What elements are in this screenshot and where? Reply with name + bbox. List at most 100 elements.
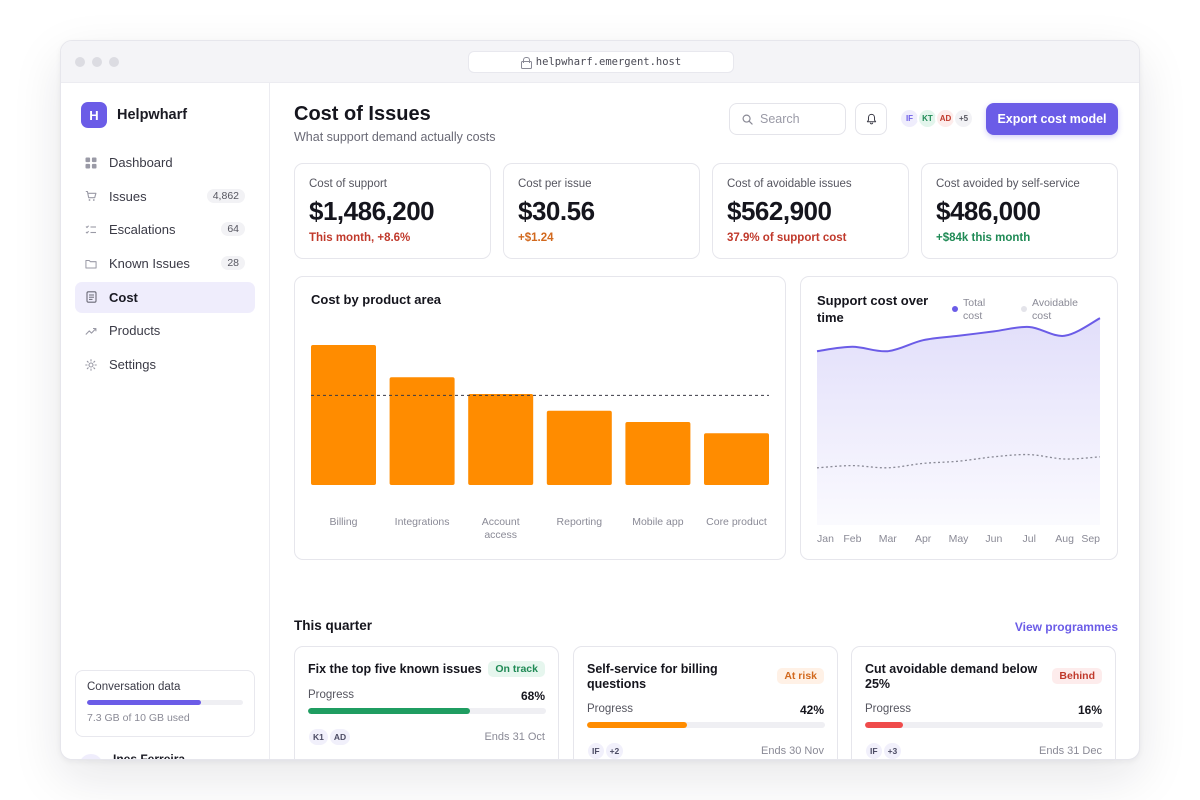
bar-integrations[interactable] — [389, 377, 455, 485]
sidebar-item-cost[interactable]: Cost — [75, 281, 255, 313]
sidebar: H Helpwharf Dashboard Issues 4,862 Escalati… — [61, 83, 270, 760]
owner-chip: +2 — [605, 743, 624, 759]
programme-card[interactable]: Fix the top five known issues On track Pro… — [294, 646, 559, 759]
bar-mobile-app[interactable] — [625, 422, 691, 485]
sidebar-item-dashboard[interactable]: Dashboard — [75, 147, 255, 178]
x-tick-label: May — [949, 533, 970, 545]
brand[interactable]: H Helpwharf — [81, 102, 187, 128]
progress-bar — [308, 708, 546, 714]
brand-logo: H — [81, 102, 107, 128]
progress-percent: 68% — [520, 689, 545, 703]
programme-title: Cut avoidable demand below 25% — [865, 662, 1037, 692]
programme-title-line: Self-service for billing — [587, 662, 718, 676]
browser-window: helpwharf.emergent.host H Helpwharf Dash… — [60, 40, 1140, 760]
progress-label: Progress — [308, 689, 355, 701]
owner-avatars[interactable]: IF +3 — [866, 743, 902, 759]
search-placeholder: Search — [760, 112, 800, 126]
progress-percent: 16% — [1077, 703, 1102, 717]
cost-over-time-panel: Support cost over time Total cost Avoidable c… — [800, 276, 1118, 560]
kpi-label: Cost of avoidable issues — [727, 178, 852, 190]
x-tick-label: Sep — [1081, 533, 1100, 545]
notifications-button[interactable] — [855, 103, 887, 135]
x-tick-label: Core product — [706, 516, 767, 528]
storage-bar-fill — [87, 700, 201, 705]
sidebar-item-label: Escalations — [109, 222, 176, 238]
storage-subtitle: 7.3 GB of 10 GB used — [87, 712, 190, 724]
count-badge: 64 — [221, 222, 245, 237]
bell-icon — [866, 113, 876, 125]
window-maximize-dot[interactable] — [109, 57, 119, 67]
kpi-card: Cost per issue $30.56 +$1.24 — [503, 163, 700, 259]
programme-title-line: 25% — [865, 677, 891, 691]
kpi-value: $1,486,200 — [309, 196, 435, 226]
x-tick-label: Mobile app — [632, 516, 684, 528]
user-name: Ines Ferreira — [113, 752, 186, 760]
search-input[interactable]: Search — [729, 103, 846, 135]
kpi-delta: This month, +8.6% — [309, 232, 411, 244]
progress-bar-fill — [587, 722, 687, 728]
kpi-value: $562,900 — [727, 196, 832, 226]
window-close-dot[interactable] — [75, 57, 85, 67]
count-badge: 4,862 — [206, 188, 245, 203]
kpi-value: $30.56 — [518, 196, 595, 226]
x-tick-label: Feb — [843, 533, 861, 545]
grid-icon — [85, 157, 97, 169]
folder-icon — [85, 258, 97, 270]
kpi-card: Cost of avoidable issues $562,900 37.9% of… — [712, 163, 909, 259]
page-title: Cost of Issues — [294, 103, 431, 125]
list-check-icon — [85, 224, 97, 236]
sidebar-item-issues[interactable]: Issues 4,862 — [75, 181, 255, 212]
view-programmes-link[interactable]: View programmes — [1014, 620, 1118, 634]
avoidable-cost-line[interactable] — [816, 453, 1101, 469]
section-title: This quarter — [294, 618, 373, 633]
bar-core-product[interactable] — [704, 433, 769, 485]
owner-chip: IF — [588, 743, 604, 759]
sidebar-item-escalations[interactable]: Escalations 64 — [75, 214, 255, 245]
total-cost-line[interactable] — [816, 317, 1101, 353]
more-avatars-badge[interactable]: +5 — [953, 108, 974, 129]
legend-swatch — [1021, 306, 1027, 312]
area-chart: Support cost overtimeTotalcostAvoidablec… — [816, 293, 1101, 545]
legend-label: cost — [963, 310, 982, 322]
export-cost-model-button[interactable]: Export cost model — [986, 103, 1118, 135]
avatar[interactable]: KT — [917, 108, 938, 129]
bar-billing[interactable] — [311, 345, 376, 485]
x-tick-label: Account — [482, 516, 520, 528]
sidebar-item-known-issues[interactable]: Known Issues 28 — [75, 248, 255, 279]
user-profile[interactable]: IF Ines Ferreira Director of Support — [79, 752, 205, 760]
kpi-label: Cost of support — [309, 178, 387, 190]
address-bar[interactable]: helpwharf.emergent.host — [468, 51, 734, 73]
window-minimize-dot[interactable] — [92, 57, 102, 67]
total-cost-area — [817, 318, 1100, 525]
progress-bar — [587, 722, 825, 728]
programme-card[interactable]: Self-service for billing questions At risk… — [573, 646, 838, 759]
legend-label: Avoidable — [1032, 297, 1078, 309]
progress-bar — [865, 722, 1103, 728]
x-tick-label: Aug — [1055, 533, 1074, 545]
owner-avatars[interactable]: IF +2 — [588, 743, 624, 759]
sidebar-item-label: Known Issues — [109, 256, 190, 272]
main-content: Cost of Issues What support demand actua… — [271, 83, 1139, 759]
storage-bar — [87, 700, 243, 705]
x-tick-label: Integrations — [395, 516, 450, 528]
status-badge: On track — [488, 661, 545, 677]
programme-card[interactable]: Cut avoidable demand below 25% Behind Progr… — [851, 646, 1116, 759]
programme-title-line: Fix the top five known issues — [308, 662, 482, 676]
bar-reporting[interactable] — [546, 410, 612, 485]
bar-account-access[interactable] — [468, 394, 534, 485]
kpi-card: Cost avoided by self-service $486,000 +$84… — [921, 163, 1118, 259]
kpi-delta: 37.9% of support cost — [727, 232, 847, 244]
owner-avatars[interactable]: K1 AD — [309, 729, 351, 745]
legend-swatch — [952, 306, 958, 312]
kpi-delta: +$1.24 — [518, 232, 554, 244]
cart-icon — [85, 190, 97, 202]
sidebar-item-settings[interactable]: Settings — [75, 349, 255, 380]
kpi-label: Cost avoided by self-service — [936, 178, 1080, 190]
browser-titlebar: helpwharf.emergent.host — [61, 41, 1139, 83]
lock-icon — [520, 57, 532, 69]
area-chart-title: time — [817, 310, 844, 325]
x-tick-label: Apr — [915, 533, 932, 545]
sidebar-item-products[interactable]: Products — [75, 315, 255, 346]
team-avatars[interactable]: IF KT AD +5 — [899, 108, 974, 129]
